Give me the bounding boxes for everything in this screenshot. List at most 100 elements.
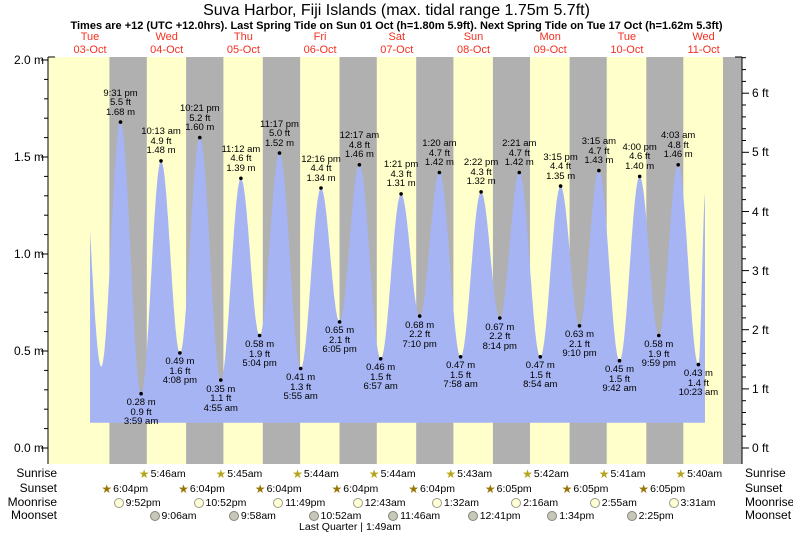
sunrise-row-label-right: Sunrise	[745, 466, 786, 480]
sunset-time: 6:04pm	[419, 483, 455, 495]
sunset-star-icon: ★	[484, 482, 496, 496]
tide-annotation-low: 0.46 m 1.5 ft 6:57 am	[363, 362, 398, 393]
moonset-event: 2:25pm	[626, 509, 674, 523]
moonset-time: 10:52am	[320, 510, 362, 522]
sunset-star-icon: ★	[408, 482, 419, 496]
sunset-star-icon: ★	[638, 482, 650, 496]
y-axis-label-ft: 4 ft	[752, 204, 769, 219]
page-title: Suva Harbor, Fiji Islands (max. tidal ra…	[203, 2, 590, 19]
y-axis-label-ft: 0 ft	[752, 441, 769, 455]
tide-annotation-high: 12:17 am 4.8 ft 1.46 m	[339, 130, 380, 161]
moonset-circle-icon	[308, 511, 319, 521]
moonrise-row-label-right: Moonrise	[745, 495, 793, 509]
moonrise-time: 11:49pm	[285, 497, 326, 509]
tide-annotation-low: 0.47 m 1.5 ft 7:58 am	[443, 360, 478, 391]
moonrise-circle-icon	[193, 498, 204, 508]
y-axis-label-ft: 6 ft	[752, 86, 769, 101]
tide-annotation-low: 0.65 m 2.1 ft 6:05 pm	[322, 325, 357, 356]
moonrise-event: 2:16am	[511, 496, 558, 510]
tide-extreme-dots	[118, 120, 701, 396]
day-label: Thu 05-Oct	[226, 31, 260, 56]
moonrise-time: 10:52pm	[205, 497, 247, 509]
sunset-event: ★ 6:05pm	[485, 482, 532, 496]
moonset-time: 2:25pm	[638, 510, 674, 522]
sunrise-star-icon: ★	[522, 467, 533, 481]
day-label: Tue 10-Oct	[610, 31, 644, 56]
moonset-event: 9:06am	[149, 509, 197, 523]
moonset-event: 10:52am	[308, 509, 362, 523]
sunset-row-label-right: Sunset	[745, 481, 783, 495]
moonset-time: 1:34pm	[559, 510, 595, 522]
sunset-star-icon: ★	[331, 482, 343, 496]
moonset-circle-icon	[626, 511, 637, 521]
moonrise-circle-icon	[511, 498, 522, 508]
moonrise-time: 2:55am	[601, 497, 637, 509]
y-axis-label-m: 1.0 m	[13, 247, 44, 261]
moonset-row-label-right: Moonset	[745, 508, 792, 522]
sunset-event: ★ 6:04pm	[178, 482, 225, 496]
sunset-time: 6:04pm	[343, 483, 379, 495]
sunrise-star-icon: ★	[292, 467, 303, 481]
y-axis-label-ft: 2 ft	[752, 322, 769, 337]
sunset-time: 6:05pm	[573, 483, 609, 495]
tide-annotation-high: 2:21 am 4.7 ft 1.42 m	[502, 138, 537, 168]
day-label: Wed 11-Oct	[687, 31, 720, 56]
moonrise-event: 1:32am	[432, 496, 479, 510]
moonrise-circle-icon	[113, 498, 124, 508]
moonrise-event: 3:31am	[668, 496, 716, 510]
sunrise-time: 5:44am	[380, 468, 416, 480]
y-axis-label-ft: 3 ft	[752, 263, 769, 278]
sunrise-star-icon: ★	[445, 467, 457, 481]
moonrise-time: 12:43am	[364, 497, 406, 509]
tide-annotation-high: 11:12 am 4.6 ft 1.39 m	[221, 143, 261, 174]
tide-annotation-high: 1:20 am 4.7 ft 1.42 m	[422, 138, 457, 168]
sunset-time: 6:05pm	[650, 483, 686, 495]
y-axis-label-m: 0.0 m	[13, 441, 44, 455]
sunrise-row-label-left: Sunrise	[16, 466, 57, 480]
sunrise-star-icon: ★	[215, 467, 227, 481]
moonset-event: 9:58am	[228, 509, 276, 523]
tide-annotation-low: 0.35 m 1.1 ft 4:55 am	[203, 383, 238, 414]
moonset-time: 9:58am	[240, 510, 276, 522]
tide-area	[90, 122, 705, 423]
sunset-event: ★ 6:05pm	[562, 482, 609, 496]
y-axis-label-ft: 1 ft	[752, 381, 769, 396]
y-axis-label-m: 2.0 m	[13, 53, 44, 67]
moonset-event: 1:34pm	[547, 509, 594, 523]
moonset-event: 11:46am	[388, 509, 440, 523]
sunset-event: ★ 6:04pm	[408, 482, 455, 496]
moonset-time: 9:06am	[161, 510, 197, 522]
sunset-event: ★ 6:04pm	[332, 482, 379, 496]
moonset-row-label-left: Moonset	[10, 508, 57, 522]
sunrise-time: 5:45am	[227, 468, 263, 480]
sunset-star-icon: ★	[561, 482, 573, 496]
sunrise-time: 5:44am	[303, 468, 339, 480]
tide-annotation-high: 10:13 am 4.9 ft 1.48 m	[141, 126, 181, 157]
sunrise-star-icon: ★	[598, 467, 610, 481]
sunrise-time: 5:46am	[150, 468, 186, 480]
tide-annotation-low: 0.41 m 1.3 ft 5:55 am	[283, 372, 318, 402]
moonrise-event: 11:49pm	[273, 496, 325, 510]
day-label: Tue 03-Oct	[73, 31, 107, 56]
moonrise-event: 10:52pm	[193, 496, 247, 510]
tide-annotation-high: 4:00 pm 4.6 ft 1.40 m	[622, 141, 657, 172]
sunrise-star-icon: ★	[675, 467, 687, 481]
sunrise-time: 5:41am	[610, 468, 646, 480]
sunrise-event: ★ 5:46am	[139, 467, 186, 481]
sunset-row-label-left: Sunset	[19, 481, 57, 495]
tide-annotation-low: 0.47 m 1.5 ft 8:54 am	[523, 360, 558, 391]
sunrise-event: ★ 5:42am	[522, 467, 569, 481]
moonrise-circle-icon	[352, 498, 363, 508]
day-label: Sun 08-Oct	[456, 31, 490, 56]
sunset-star-icon: ★	[178, 482, 189, 496]
tide-annotation-high: 9:31 pm 5.5 ft 1.68 m	[103, 87, 138, 118]
tide-annotation-high: 10:21 pm 5.2 ft 1.60 m	[179, 103, 220, 134]
moonrise-row-label-left: Moonrise	[7, 495, 57, 509]
tide-annotation-low: 0.49 m 1.6 ft 4:08 pm	[162, 356, 198, 387]
tide-annotation-low: 0.45 m 1.5 ft 9:42 am	[602, 364, 637, 395]
tide-annotation-high: 1:21 pm 4.3 ft 1.31 m	[383, 159, 419, 190]
tide-annotation-low: 0.43 m 1.4 ft 10:23 am	[678, 368, 719, 399]
day-label: Sat 07-Oct	[380, 31, 414, 56]
sunset-event: ★ 6:05pm	[638, 482, 685, 496]
